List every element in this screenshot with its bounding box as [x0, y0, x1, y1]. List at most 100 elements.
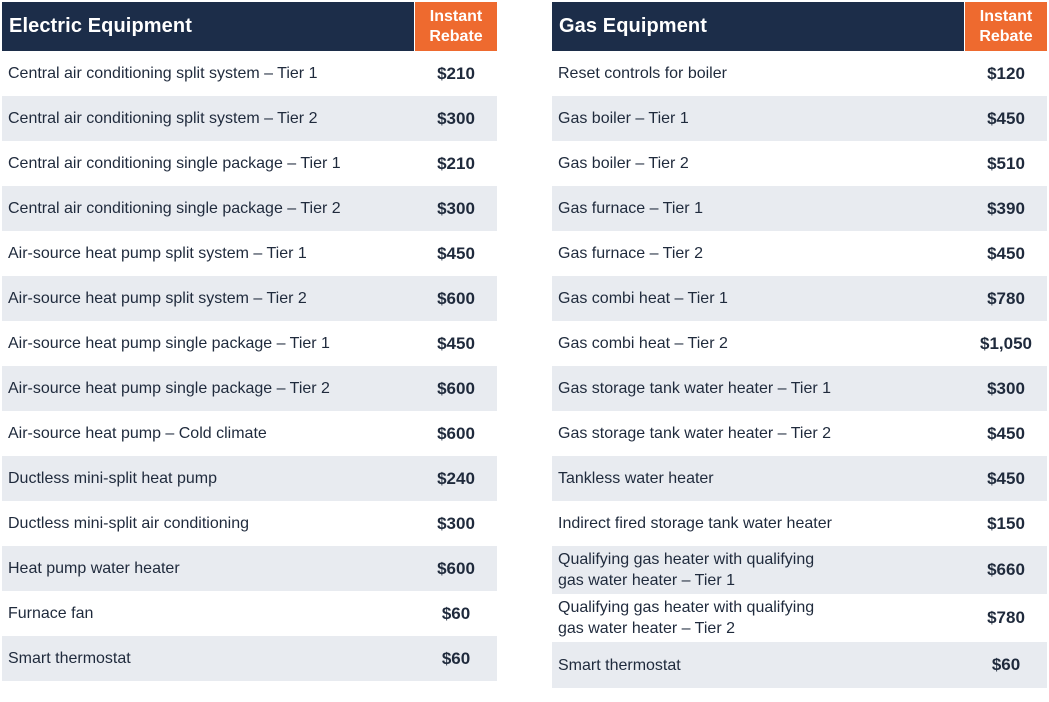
instant-rebate-value: $300: [437, 108, 475, 128]
rebate-header-line-2: Rebate: [979, 27, 1033, 45]
instant-rebate-value: $150: [987, 513, 1025, 533]
table-row: Tankless water heater $450: [552, 456, 1047, 501]
equipment-name: Gas combi heat – Tier 1: [558, 290, 728, 307]
instant-rebate-value: $120: [987, 63, 1025, 83]
equipment-name: Smart thermostat: [8, 650, 131, 667]
equipment-name: Heat pump water heater: [8, 560, 180, 577]
rebate-header-line-2: Rebate: [429, 27, 483, 45]
instant-rebate-value: $210: [437, 63, 475, 83]
instant-rebate-value: $450: [437, 243, 475, 263]
instant-rebate-value: $210: [437, 153, 475, 173]
table-row: Gas combi heat – Tier 2 $1,050: [552, 321, 1047, 366]
table-row: Central air conditioning single package …: [2, 186, 497, 231]
instant-rebate-value: $390: [987, 198, 1025, 218]
equipment-name: Central air conditioning split system – …: [8, 110, 318, 127]
equipment-name: Qualifying gas heater with qualifying gas…: [552, 597, 965, 639]
equipment-name-line: gas water heater – Tier 1: [558, 572, 735, 589]
equipment-name-line: Qualifying gas heater with qualifying: [558, 599, 815, 616]
table-row: Reset controls for boiler $120: [552, 51, 1047, 96]
table-row: Gas boiler – Tier 1 $450: [552, 96, 1047, 141]
electric-table-header: Electric Equipment Instant Rebate: [2, 2, 497, 51]
electric-equipment-table: Electric Equipment Instant Rebate Centra…: [2, 2, 497, 681]
table-row: Qualifying gas heater with qualifying gas…: [552, 546, 1047, 594]
instant-rebate-value: $300: [987, 378, 1025, 398]
table-row: Air-source heat pump split system – Tier…: [2, 276, 497, 321]
instant-rebate-value: $450: [987, 468, 1025, 488]
table-row: Ductless mini-split heat pump $240: [2, 456, 497, 501]
instant-rebate-value: $780: [987, 288, 1025, 308]
table-row: Gas furnace – Tier 1 $390: [552, 186, 1047, 231]
instant-rebate-value: $1,050: [980, 333, 1032, 353]
instant-rebate-value: $450: [987, 243, 1025, 263]
rebate-header-line-1: Instant: [429, 7, 483, 25]
instant-rebate-value: $450: [987, 108, 1025, 128]
equipment-name: Gas combi heat – Tier 2: [558, 335, 728, 352]
table-row: Indirect fired storage tank water heater…: [552, 501, 1047, 546]
equipment-name: Smart thermostat: [558, 656, 681, 674]
equipment-name: Air-source heat pump – Cold climate: [8, 425, 267, 442]
equipment-name: Gas boiler – Tier 1: [558, 110, 689, 127]
instant-rebate-value: $600: [437, 558, 475, 578]
equipment-name: Air-source heat pump single package – Ti…: [8, 380, 330, 397]
gas-rebate-header: Instant Rebate: [964, 2, 1047, 51]
table-row: Central air conditioning single package …: [2, 141, 497, 186]
equipment-name: Ductless mini-split air conditioning: [8, 515, 249, 532]
table-row: Ductless mini-split air conditioning $300: [2, 501, 497, 546]
electric-table-title: Electric Equipment: [9, 15, 192, 37]
equipment-name: Central air conditioning single package …: [8, 155, 341, 172]
equipment-name: Gas storage tank water heater – Tier 1: [558, 380, 832, 397]
table-row: Central air conditioning split system – …: [2, 51, 497, 96]
table-row: Gas combi heat – Tier 1 $780: [552, 276, 1047, 321]
gas-table-body: Reset controls for boiler $120 Gas boiler …: [552, 51, 1047, 688]
instant-rebate-value: $450: [987, 423, 1025, 443]
instant-rebate-value: $780: [987, 608, 1025, 627]
equipment-name-line: Qualifying gas heater with qualifying: [558, 551, 815, 568]
table-row: Qualifying gas heater with qualifying gas…: [552, 594, 1047, 642]
instant-rebate-value: $300: [437, 513, 475, 533]
equipment-name: Gas furnace – Tier 1: [558, 200, 703, 217]
equipment-name: Reset controls for boiler: [558, 65, 727, 82]
instant-rebate-value: $600: [437, 288, 475, 308]
equipment-name: Indirect fired storage tank water heater: [558, 515, 832, 532]
table-row: Central air conditioning split system – …: [2, 96, 497, 141]
electric-table-body: Central air conditioning split system – …: [2, 51, 497, 681]
equipment-name: Qualifying gas heater with qualifying gas…: [552, 549, 965, 591]
gas-table-header: Gas Equipment Instant Rebate: [552, 2, 1047, 51]
table-row: Air-source heat pump single package – Ti…: [2, 321, 497, 366]
table-row: Smart thermostat $60: [552, 642, 1047, 688]
gas-equipment-table: Gas Equipment Instant Rebate Reset contr…: [552, 2, 1047, 688]
instant-rebate-value: $600: [437, 423, 475, 443]
equipment-name: Furnace fan: [8, 605, 94, 622]
table-row: Gas storage tank water heater – Tier 1 $3…: [552, 366, 1047, 411]
table-row: Air-source heat pump split system – Tier…: [2, 231, 497, 276]
equipment-name: Ductless mini-split heat pump: [8, 470, 217, 487]
instant-rebate-value: $60: [441, 603, 471, 623]
table-row: Gas storage tank water heater – Tier 2 $4…: [552, 411, 1047, 456]
equipment-name: Air-source heat pump split system – Tier…: [8, 245, 307, 262]
instant-rebate-value: $60: [991, 655, 1021, 674]
instant-rebate-value: $300: [437, 198, 475, 218]
instant-rebate-value: $600: [437, 378, 475, 398]
table-row: Gas furnace – Tier 2 $450: [552, 231, 1047, 276]
rebate-header-line-1: Instant: [979, 7, 1033, 25]
table-row: Air-source heat pump single package – Ti…: [2, 366, 497, 411]
equipment-name-line: gas water heater – Tier 2: [558, 620, 735, 637]
table-row: Gas boiler – Tier 2 $510: [552, 141, 1047, 186]
table-row: Smart thermostat $60: [2, 636, 497, 681]
equipment-name: Air-source heat pump split system – Tier…: [8, 290, 307, 307]
instant-rebate-value: $450: [437, 333, 475, 353]
equipment-name: Gas furnace – Tier 2: [558, 245, 703, 262]
instant-rebate-value: $60: [441, 648, 471, 668]
equipment-name: Gas storage tank water heater – Tier 2: [558, 425, 832, 442]
electric-rebate-header: Instant Rebate: [414, 2, 497, 51]
table-row: Furnace fan $60: [2, 591, 497, 636]
equipment-name: Central air conditioning split system – …: [8, 65, 318, 82]
equipment-name: Central air conditioning single package …: [8, 200, 341, 217]
equipment-name: Tankless water heater: [558, 470, 714, 487]
table-row: Air-source heat pump – Cold climate $600: [2, 411, 497, 456]
equipment-name: Gas boiler – Tier 2: [558, 155, 689, 172]
equipment-name: Air-source heat pump single package – Ti…: [8, 335, 330, 352]
instant-rebate-value: $240: [437, 468, 475, 488]
instant-rebate-value: $660: [987, 560, 1025, 579]
instant-rebate-value: $510: [987, 153, 1025, 173]
